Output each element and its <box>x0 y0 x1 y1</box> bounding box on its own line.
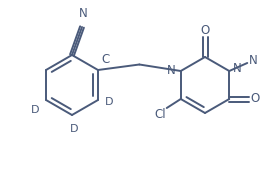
Text: C: C <box>101 53 109 66</box>
Text: O: O <box>200 23 210 36</box>
Text: N: N <box>249 55 258 68</box>
Text: Cl: Cl <box>154 109 165 122</box>
Text: O: O <box>251 92 260 106</box>
Text: D: D <box>105 97 113 107</box>
Text: D: D <box>70 124 78 134</box>
Text: D: D <box>31 105 39 115</box>
Text: N: N <box>79 7 87 20</box>
Text: N: N <box>233 61 242 74</box>
Text: N: N <box>167 64 176 77</box>
